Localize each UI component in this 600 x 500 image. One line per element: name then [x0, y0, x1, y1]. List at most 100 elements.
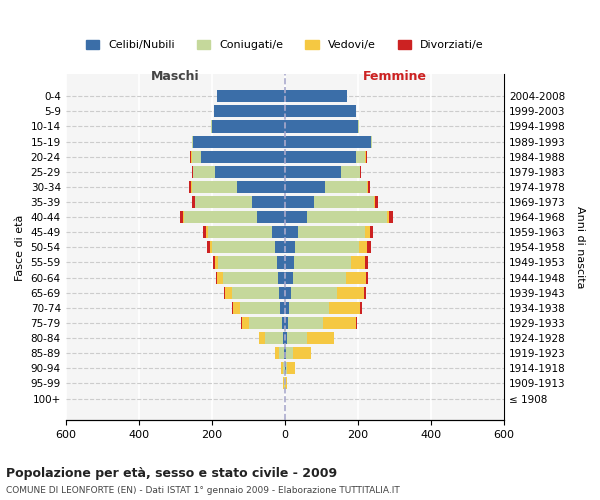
- Bar: [298, 226, 365, 238]
- Bar: [371, 136, 373, 147]
- Bar: [337, 286, 364, 299]
- Bar: [367, 242, 371, 254]
- Bar: [189, 181, 191, 193]
- Bar: [275, 347, 278, 359]
- Bar: [361, 302, 362, 314]
- Bar: [365, 226, 370, 238]
- Bar: [307, 332, 334, 344]
- Bar: [214, 106, 285, 118]
- Bar: [285, 166, 341, 178]
- Bar: [285, 317, 289, 329]
- Bar: [359, 166, 361, 178]
- Bar: [211, 120, 212, 132]
- Bar: [289, 317, 323, 329]
- Bar: [356, 150, 365, 163]
- Bar: [285, 347, 286, 359]
- Bar: [272, 226, 285, 238]
- Bar: [232, 302, 233, 314]
- Bar: [314, 196, 374, 208]
- Bar: [259, 332, 265, 344]
- Bar: [285, 136, 371, 147]
- Bar: [293, 272, 346, 283]
- Text: Popolazione per età, sesso e stato civile - 2009: Popolazione per età, sesso e stato civil…: [6, 468, 337, 480]
- Bar: [341, 166, 359, 178]
- Bar: [191, 150, 201, 163]
- Bar: [365, 150, 366, 163]
- Bar: [217, 90, 285, 102]
- Bar: [285, 286, 292, 299]
- Bar: [281, 362, 283, 374]
- Bar: [212, 242, 275, 254]
- Bar: [196, 196, 252, 208]
- Bar: [287, 362, 295, 374]
- Bar: [374, 196, 376, 208]
- Bar: [292, 286, 337, 299]
- Bar: [356, 317, 357, 329]
- Bar: [191, 196, 194, 208]
- Bar: [285, 272, 293, 283]
- Bar: [283, 362, 285, 374]
- Bar: [241, 317, 242, 329]
- Bar: [208, 226, 272, 238]
- Bar: [265, 332, 283, 344]
- Bar: [285, 242, 295, 254]
- Bar: [367, 181, 368, 193]
- Bar: [285, 106, 356, 118]
- Bar: [206, 242, 209, 254]
- Bar: [280, 286, 285, 299]
- Bar: [238, 181, 285, 193]
- Bar: [280, 302, 285, 314]
- Y-axis label: Fasce di età: Fasce di età: [15, 214, 25, 280]
- Bar: [277, 256, 285, 268]
- Bar: [365, 256, 368, 268]
- Bar: [257, 211, 285, 223]
- Bar: [376, 196, 379, 208]
- Bar: [350, 256, 365, 268]
- Bar: [325, 181, 367, 193]
- Bar: [203, 226, 206, 238]
- Bar: [179, 211, 183, 223]
- Bar: [212, 120, 285, 132]
- Bar: [242, 317, 249, 329]
- Bar: [283, 378, 284, 390]
- Bar: [287, 332, 307, 344]
- Bar: [358, 120, 359, 132]
- Text: Femmine: Femmine: [362, 70, 427, 82]
- Bar: [289, 302, 329, 314]
- Y-axis label: Anni di nascita: Anni di nascita: [575, 206, 585, 288]
- Bar: [293, 347, 311, 359]
- Bar: [217, 272, 223, 283]
- Bar: [294, 256, 350, 268]
- Bar: [233, 302, 240, 314]
- Bar: [278, 347, 284, 359]
- Bar: [285, 120, 358, 132]
- Bar: [286, 362, 287, 374]
- Bar: [194, 196, 196, 208]
- Bar: [275, 242, 285, 254]
- Bar: [193, 166, 215, 178]
- Bar: [286, 347, 293, 359]
- Bar: [323, 317, 356, 329]
- Bar: [209, 242, 212, 254]
- Bar: [359, 242, 367, 254]
- Bar: [282, 317, 285, 329]
- Bar: [285, 378, 287, 390]
- Bar: [183, 211, 184, 223]
- Bar: [368, 181, 370, 193]
- Bar: [278, 272, 285, 283]
- Bar: [190, 150, 191, 163]
- Bar: [307, 211, 387, 223]
- Bar: [285, 302, 289, 314]
- Bar: [285, 256, 294, 268]
- Bar: [191, 166, 193, 178]
- Bar: [201, 150, 285, 163]
- Bar: [346, 272, 366, 283]
- Bar: [366, 150, 367, 163]
- Bar: [225, 286, 232, 299]
- Bar: [285, 90, 347, 102]
- Bar: [232, 286, 280, 299]
- Bar: [206, 226, 208, 238]
- Bar: [285, 150, 356, 163]
- Bar: [213, 256, 215, 268]
- Bar: [218, 256, 277, 268]
